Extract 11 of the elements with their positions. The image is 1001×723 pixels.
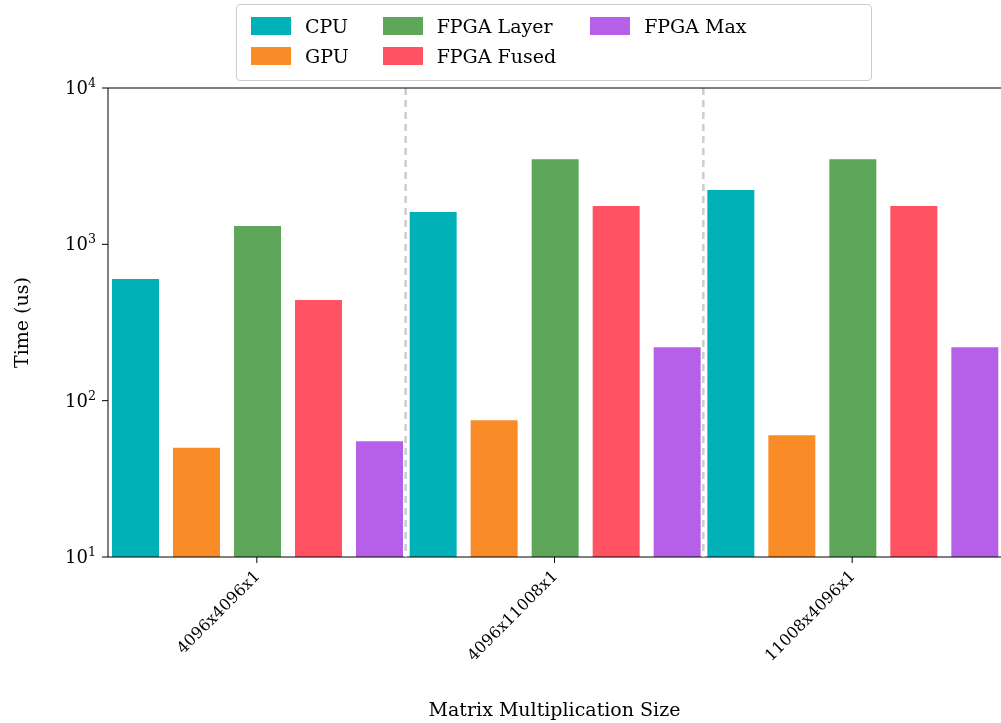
legend-label: GPU bbox=[305, 45, 349, 67]
y-tick-label: 10$^{2}$ bbox=[65, 387, 96, 411]
legend-label: FPGA Max bbox=[644, 15, 747, 37]
legend-label: FPGA Fused bbox=[436, 45, 557, 67]
legend-label: CPU bbox=[305, 15, 349, 37]
legend-label: FPGA Layer bbox=[436, 15, 553, 37]
x-axis-title: Matrix Multiplication Size bbox=[428, 698, 681, 720]
y-tick-label: 10$^{1}$ bbox=[65, 543, 96, 567]
y-tick-label: 10$^{3}$ bbox=[65, 230, 96, 255]
y-axis-title: Time (us) bbox=[10, 277, 32, 368]
y-tick-label: 10$^{4}$ bbox=[65, 74, 96, 98]
